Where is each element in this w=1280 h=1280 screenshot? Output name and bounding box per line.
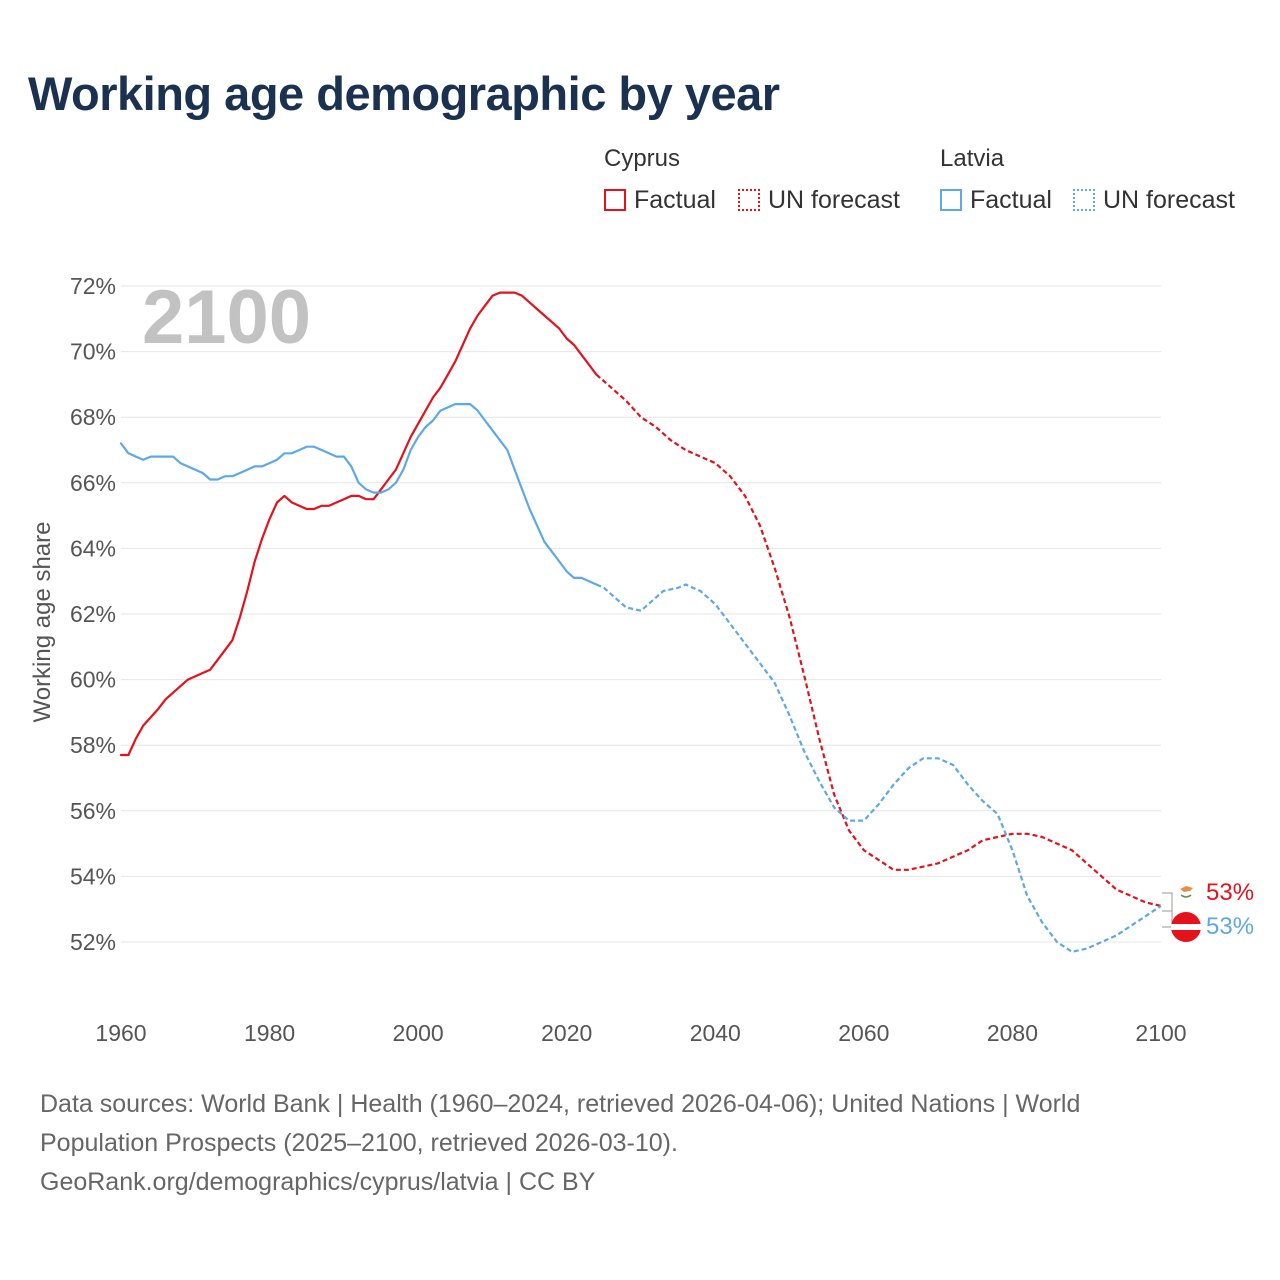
legend-cyprus-factual[interactable]: Factual — [604, 185, 716, 215]
x-tick-label: 1960 — [95, 1020, 146, 1046]
sources-line-3[interactable]: GeoRank.org/demographics/cyprus/latvia |… — [40, 1168, 596, 1196]
year-watermark: 2100 — [142, 275, 311, 360]
chart-title: Working age demographic by year — [28, 67, 780, 120]
y-tick-label: 60% — [70, 667, 116, 693]
legend-label: UN forecast — [1103, 185, 1235, 214]
cyprus-flag-island — [1180, 886, 1193, 892]
end-label-bracket — [1162, 892, 1173, 928]
x-tick-label: 2080 — [987, 1020, 1038, 1046]
legend-latvia-factual[interactable]: Factual — [940, 185, 1052, 215]
cyprus-factual-line[interactable] — [119, 291, 598, 757]
legend-label: Factual — [970, 185, 1052, 214]
cyprus-forecast-line[interactable] — [595, 373, 1162, 907]
y-tick-label: 54% — [70, 863, 116, 889]
legend-cyprus-label: Cyprus — [604, 145, 681, 172]
cyprus-end-label: 53% — [1206, 879, 1254, 906]
x-tick-label: 2020 — [541, 1020, 592, 1046]
y-tick-label: 56% — [70, 798, 116, 824]
x-tick-label: 2060 — [838, 1020, 889, 1046]
y-tick-label: 62% — [70, 601, 116, 627]
y-axis-label: Working age share — [29, 522, 56, 723]
legend-swatch-solid-icon — [604, 189, 626, 211]
legend-label: UN forecast — [768, 185, 900, 214]
y-tick-label: 66% — [70, 470, 116, 496]
cyprus-flag-branches — [1180, 894, 1192, 898]
latvia-flag-stripe — [1171, 924, 1201, 930]
legend-latvia-forecast[interactable]: UN forecast — [1073, 185, 1235, 215]
legend-swatch-dotted-icon — [1073, 189, 1095, 211]
line-chart: 2100 52% 54% 56% 58% 60% 62% 64% 66% 68% 70% 72% 19… — [29, 273, 1254, 1046]
sources-line-1: Data sources: World Bank | Health (1960–… — [40, 1090, 1081, 1118]
data-sources: Data sources: World Bank | Health (1960–… — [40, 1085, 1220, 1202]
y-tick-label: 68% — [70, 404, 116, 430]
y-tick-label: 72% — [70, 273, 116, 299]
series-layer — [119, 291, 1162, 953]
latvia-forecast-line[interactable] — [595, 583, 1162, 953]
legend-latvia-label: Latvia — [940, 145, 1005, 172]
legend-swatch-solid-icon — [940, 189, 962, 211]
x-tick-label: 2000 — [393, 1020, 444, 1046]
legend-label: Factual — [634, 185, 716, 214]
y-tick-label: 70% — [70, 339, 116, 365]
cyprus-flag-disc — [1177, 883, 1195, 901]
axis-layer: 52% 54% 56% 58% 60% 62% 64% 66% 68% 70% 72% 1960 198… — [29, 273, 1187, 1046]
x-tick-label: 2100 — [1135, 1020, 1186, 1046]
x-tick-label: 1980 — [244, 1020, 295, 1046]
y-tick-label: 52% — [70, 929, 116, 955]
end-marker-layer: 53% 53% — [1162, 879, 1254, 942]
grid-layer — [121, 285, 1161, 943]
legend-cyprus-forecast[interactable]: UN forecast — [738, 185, 900, 215]
x-tick-label: 2040 — [690, 1020, 741, 1046]
legend-swatch-dotted-icon — [738, 189, 760, 211]
y-tick-label: 64% — [70, 535, 116, 561]
cyprus-flag-icon[interactable] — [1177, 883, 1195, 901]
sources-line-2: Population Prospects (2025–2100, retriev… — [40, 1129, 678, 1157]
latvia-flag-icon[interactable] — [1171, 912, 1201, 942]
latvia-end-label: 53% — [1206, 913, 1254, 940]
y-tick-label: 58% — [70, 732, 116, 758]
latvia-factual-line[interactable] — [119, 403, 598, 586]
